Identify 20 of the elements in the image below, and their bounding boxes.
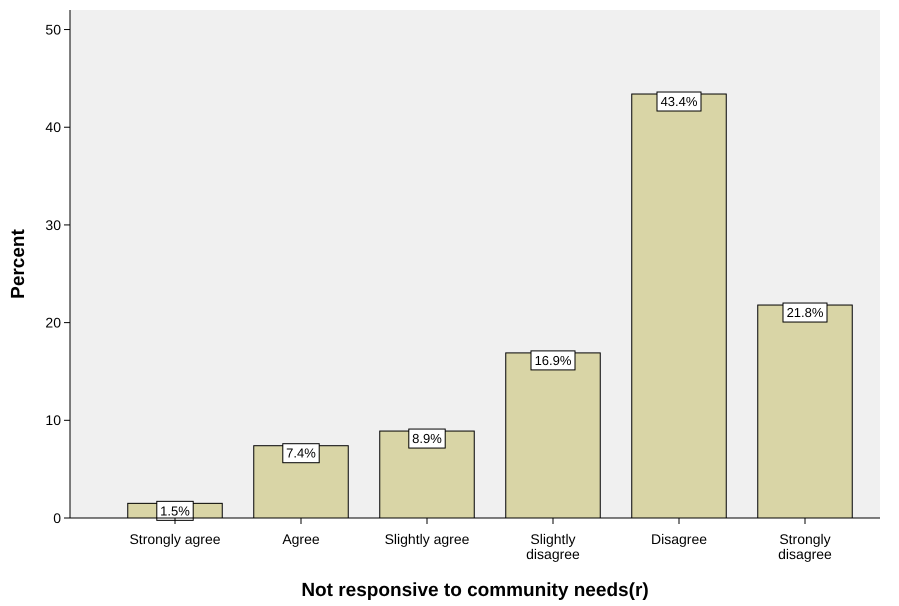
y-axis-title: Percent: [8, 228, 29, 299]
data-label: 7.4%: [286, 446, 316, 461]
x-tick-label: Strongly agree: [129, 531, 221, 547]
data-label: 21.8%: [786, 305, 824, 320]
data-label: 43.4%: [660, 94, 698, 110]
x-tick-label: Slightly disagree: [526, 531, 580, 562]
y-tick-label: 40: [45, 119, 62, 136]
data-label: 1.5%: [160, 503, 190, 518]
x-axis-title: Not responsive to community needs(r): [301, 580, 649, 601]
data-label: 8.9%: [412, 431, 442, 446]
x-tick-label: Strongly disagree: [778, 531, 832, 562]
y-tick-label: 30: [45, 216, 62, 233]
y-tick-label: 20: [45, 314, 62, 331]
x-tick-label: Agree: [282, 531, 320, 547]
x-tick-label: Disagree: [650, 531, 708, 547]
y-tick-label: 0: [53, 510, 62, 526]
x-tick-label: Slightly agree: [384, 531, 470, 547]
y-tick-label: 10: [45, 412, 62, 428]
data-label: 16.9%: [534, 352, 572, 368]
y-tick-label: 50: [45, 21, 62, 38]
